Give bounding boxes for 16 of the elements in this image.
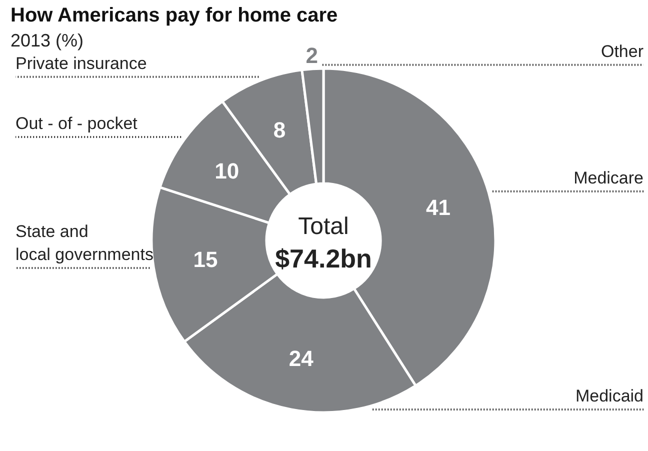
slice-label: Private insurance — [16, 54, 147, 73]
slice-label: Out - of - pocket — [16, 114, 138, 134]
data-label: 2 — [306, 42, 318, 68]
slice-label: State and local governments — [16, 222, 154, 264]
slice-label: Other — [600, 42, 644, 61]
data-label: 15 — [193, 247, 218, 272]
text: $74.2bn — [275, 244, 372, 274]
data-label: 41 — [426, 195, 451, 220]
text: Total — [298, 213, 349, 240]
slice-label: Medicaid — [575, 386, 644, 406]
slice-label: Medicare — [574, 168, 644, 188]
chart-title: How Americans pay for home care — [10, 4, 338, 26]
data-label: 10 — [214, 158, 240, 184]
chart-subtitle: 2013 (%) — [10, 30, 84, 50]
data-label: 8 — [273, 117, 286, 142]
data-label: 24 — [288, 346, 314, 371]
